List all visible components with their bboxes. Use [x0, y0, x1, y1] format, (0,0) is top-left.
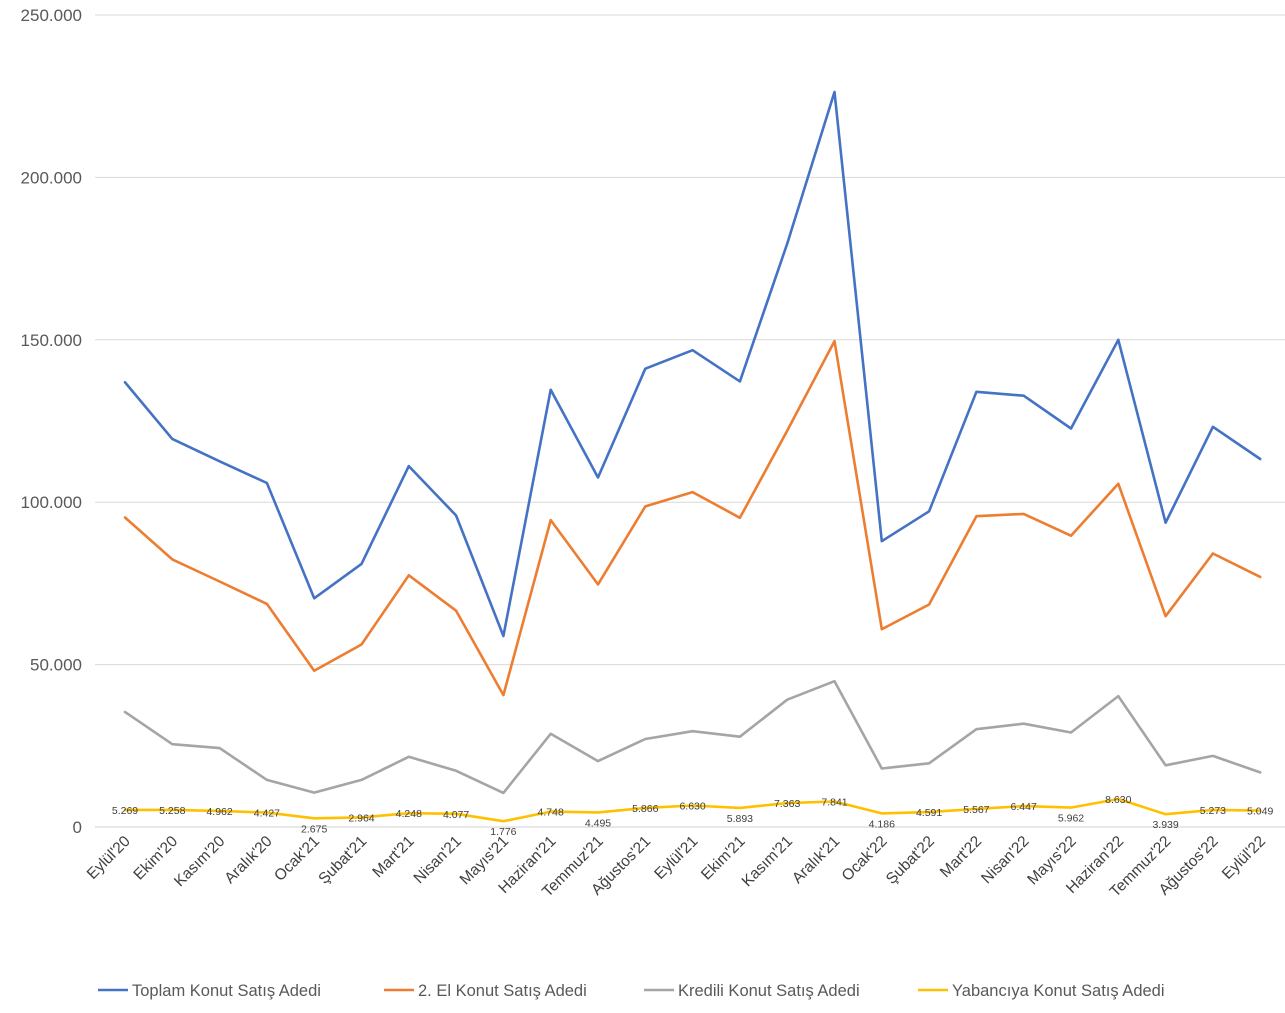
data-label: 4.427 — [254, 808, 280, 820]
data-label: 7.363 — [774, 798, 800, 810]
x-tick-label: Eylül'21 — [651, 833, 701, 883]
x-tick-label: Aralık'21 — [789, 833, 843, 887]
data-label: 8.630 — [1105, 794, 1131, 806]
x-tick-label: Şubat'22 — [883, 833, 938, 888]
data-label: 5.269 — [112, 805, 138, 817]
data-label: 2.964 — [348, 812, 374, 824]
series-line-3 — [123, 679, 1262, 795]
x-tick-label: Aralık'20 — [221, 833, 276, 888]
data-label: 2.675 — [301, 823, 327, 835]
data-labels: 5.269 5.258 4.962 4.427 2.675 2.964 4.248 4.077… — [112, 794, 1274, 838]
series-line-2 — [123, 339, 1262, 697]
y-tick-label: 250.000 — [21, 6, 82, 25]
series-lines — [123, 90, 1262, 823]
data-label: 5.273 — [1200, 805, 1226, 817]
legend-label: 2. El Konut Satış Adedi — [418, 982, 587, 1000]
data-label: 4.248 — [396, 808, 422, 820]
series-line-4 — [123, 797, 1262, 823]
data-label: 4.591 — [916, 807, 942, 819]
legend-label: Kredili Konut Satış Adedi — [678, 982, 860, 1000]
legend-label: Yabancıya Konut Satış Adedi — [952, 982, 1165, 1000]
data-label: 5.049 — [1247, 806, 1273, 818]
y-tick-label: 100.000 — [21, 493, 82, 512]
data-label: 5.567 — [963, 804, 989, 816]
series-line-1 — [123, 90, 1262, 638]
x-tick-label: Şubat'21 — [315, 833, 370, 888]
data-label: 5.258 — [159, 805, 185, 817]
x-tick-label: Nisan'22 — [978, 833, 1032, 887]
y-tick-label: 0 — [73, 818, 82, 837]
data-label: 7.841 — [821, 797, 847, 809]
x-axis-ticks: Eylül'20Ekim'20Kasım'20Aralık'20Ocak'21Ş… — [84, 833, 1269, 901]
data-label: 4.495 — [585, 817, 611, 829]
y-tick-label: 50.000 — [30, 656, 82, 675]
data-label: 4.186 — [869, 818, 895, 830]
x-tick-label: Kasım'20 — [171, 833, 229, 891]
legend-label: Toplam Konut Satış Adedi — [132, 982, 321, 1000]
x-tick-label: Kasım'21 — [739, 833, 796, 890]
y-tick-label: 150.000 — [21, 331, 82, 350]
data-label: 1.776 — [490, 826, 516, 838]
gridlines — [95, 14, 1285, 828]
x-tick-label: Mart'21 — [369, 833, 417, 881]
data-label: 5.866 — [632, 803, 658, 815]
data-label: 5.893 — [727, 813, 753, 825]
x-tick-label: Eylül'20 — [84, 833, 134, 883]
x-tick-label: Nisan'21 — [411, 833, 465, 887]
data-label: 4.077 — [443, 809, 469, 821]
y-axis-ticks: 0 50.000 100.000 150.000 200.000 250.000 — [21, 6, 82, 837]
data-label: 4.962 — [206, 806, 232, 818]
data-label: 4.748 — [538, 807, 564, 819]
data-label: 3.939 — [1152, 819, 1178, 831]
x-tick-label: Mart'22 — [937, 833, 985, 881]
y-tick-label: 200.000 — [21, 168, 82, 187]
legend: Toplam Konut Satış Adedi 2. El Konut Satı… — [98, 982, 1165, 1000]
data-label: 6.630 — [679, 800, 705, 812]
data-label: 6.447 — [1011, 801, 1037, 813]
x-tick-label: Eylül'22 — [1219, 833, 1269, 883]
data-label: 5.962 — [1058, 813, 1084, 825]
